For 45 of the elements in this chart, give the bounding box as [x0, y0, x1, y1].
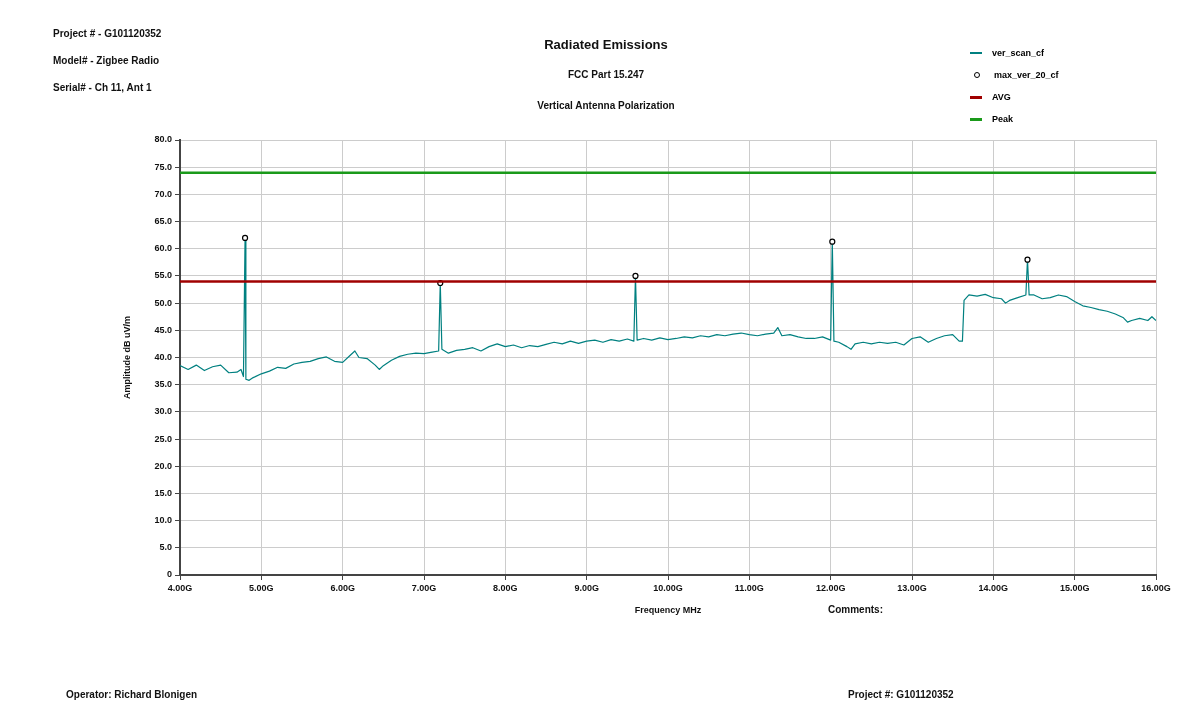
- y-tick-label: 60.0: [154, 243, 172, 254]
- y-tick-label: 30.0: [154, 406, 172, 417]
- y-tick-label: 10.0: [154, 515, 172, 526]
- legend-label: Peak: [992, 114, 1014, 124]
- x-tick-label: 6.00G: [330, 582, 355, 593]
- x-tick-label: 13.00G: [897, 582, 927, 593]
- x-tick-label: 14.00G: [978, 582, 1009, 593]
- y-tick-label: 5.0: [159, 542, 172, 553]
- y-tick-label: 80.0: [154, 134, 172, 145]
- text: Project # - G101120352: [53, 28, 162, 39]
- y-tick-label: 50.0: [154, 297, 172, 308]
- x-axis-title: Frequency MHz: [634, 605, 702, 616]
- chart-title: Radiated Emissions: [544, 37, 668, 52]
- x-tick-label: 11.00G: [734, 582, 764, 593]
- y-tick-label: 35.0: [154, 379, 172, 390]
- y-tick-label: 40.0: [154, 351, 172, 362]
- text: Operator: Richard Blonigen: [66, 689, 198, 700]
- text: Project #: G101120352: [848, 689, 954, 700]
- y-tick-label: 25.0: [154, 433, 172, 444]
- x-tick-label: 16.00G: [1141, 582, 1171, 593]
- y-tick-label: 65.0: [154, 216, 172, 227]
- y-tick-label: 0: [166, 569, 172, 580]
- y-tick-label: 15.0: [154, 487, 172, 498]
- y-tick-label: 20.0: [154, 460, 172, 471]
- x-tick-label: 10.00G: [653, 582, 683, 593]
- text: Vertical Antenna Polarization: [537, 100, 675, 111]
- legend-label: ver_scan_cf: [992, 48, 1045, 58]
- x-tick-label: 15.00G: [1059, 582, 1090, 593]
- y-axis-title: Amplitude dB uV/m: [121, 316, 132, 399]
- legend-label: AVG: [992, 92, 1011, 102]
- y-tick-label: 45.0: [154, 324, 172, 335]
- text: Serial# - Ch 11, Ant 1: [53, 82, 152, 93]
- x-tick-label: 9.00G: [574, 582, 599, 593]
- x-tick-label: 4.00G: [167, 582, 193, 593]
- y-tick-label: 75.0: [154, 161, 172, 172]
- text: Model# - Zigbee Radio: [53, 55, 160, 66]
- x-tick-label: 12.00G: [815, 582, 846, 593]
- text: Comments:: [828, 604, 884, 615]
- chart-subtitle: FCC Part 15.247: [567, 69, 645, 80]
- y-tick-label: 70.0: [154, 188, 172, 199]
- legend-label: max_ver_20_cf: [994, 70, 1059, 80]
- x-tick-label: 8.00G: [493, 582, 518, 593]
- x-tick-label: 7.00G: [411, 582, 437, 593]
- y-tick-label: 55.0: [154, 270, 172, 281]
- x-tick-label: 5.00G: [249, 582, 274, 593]
